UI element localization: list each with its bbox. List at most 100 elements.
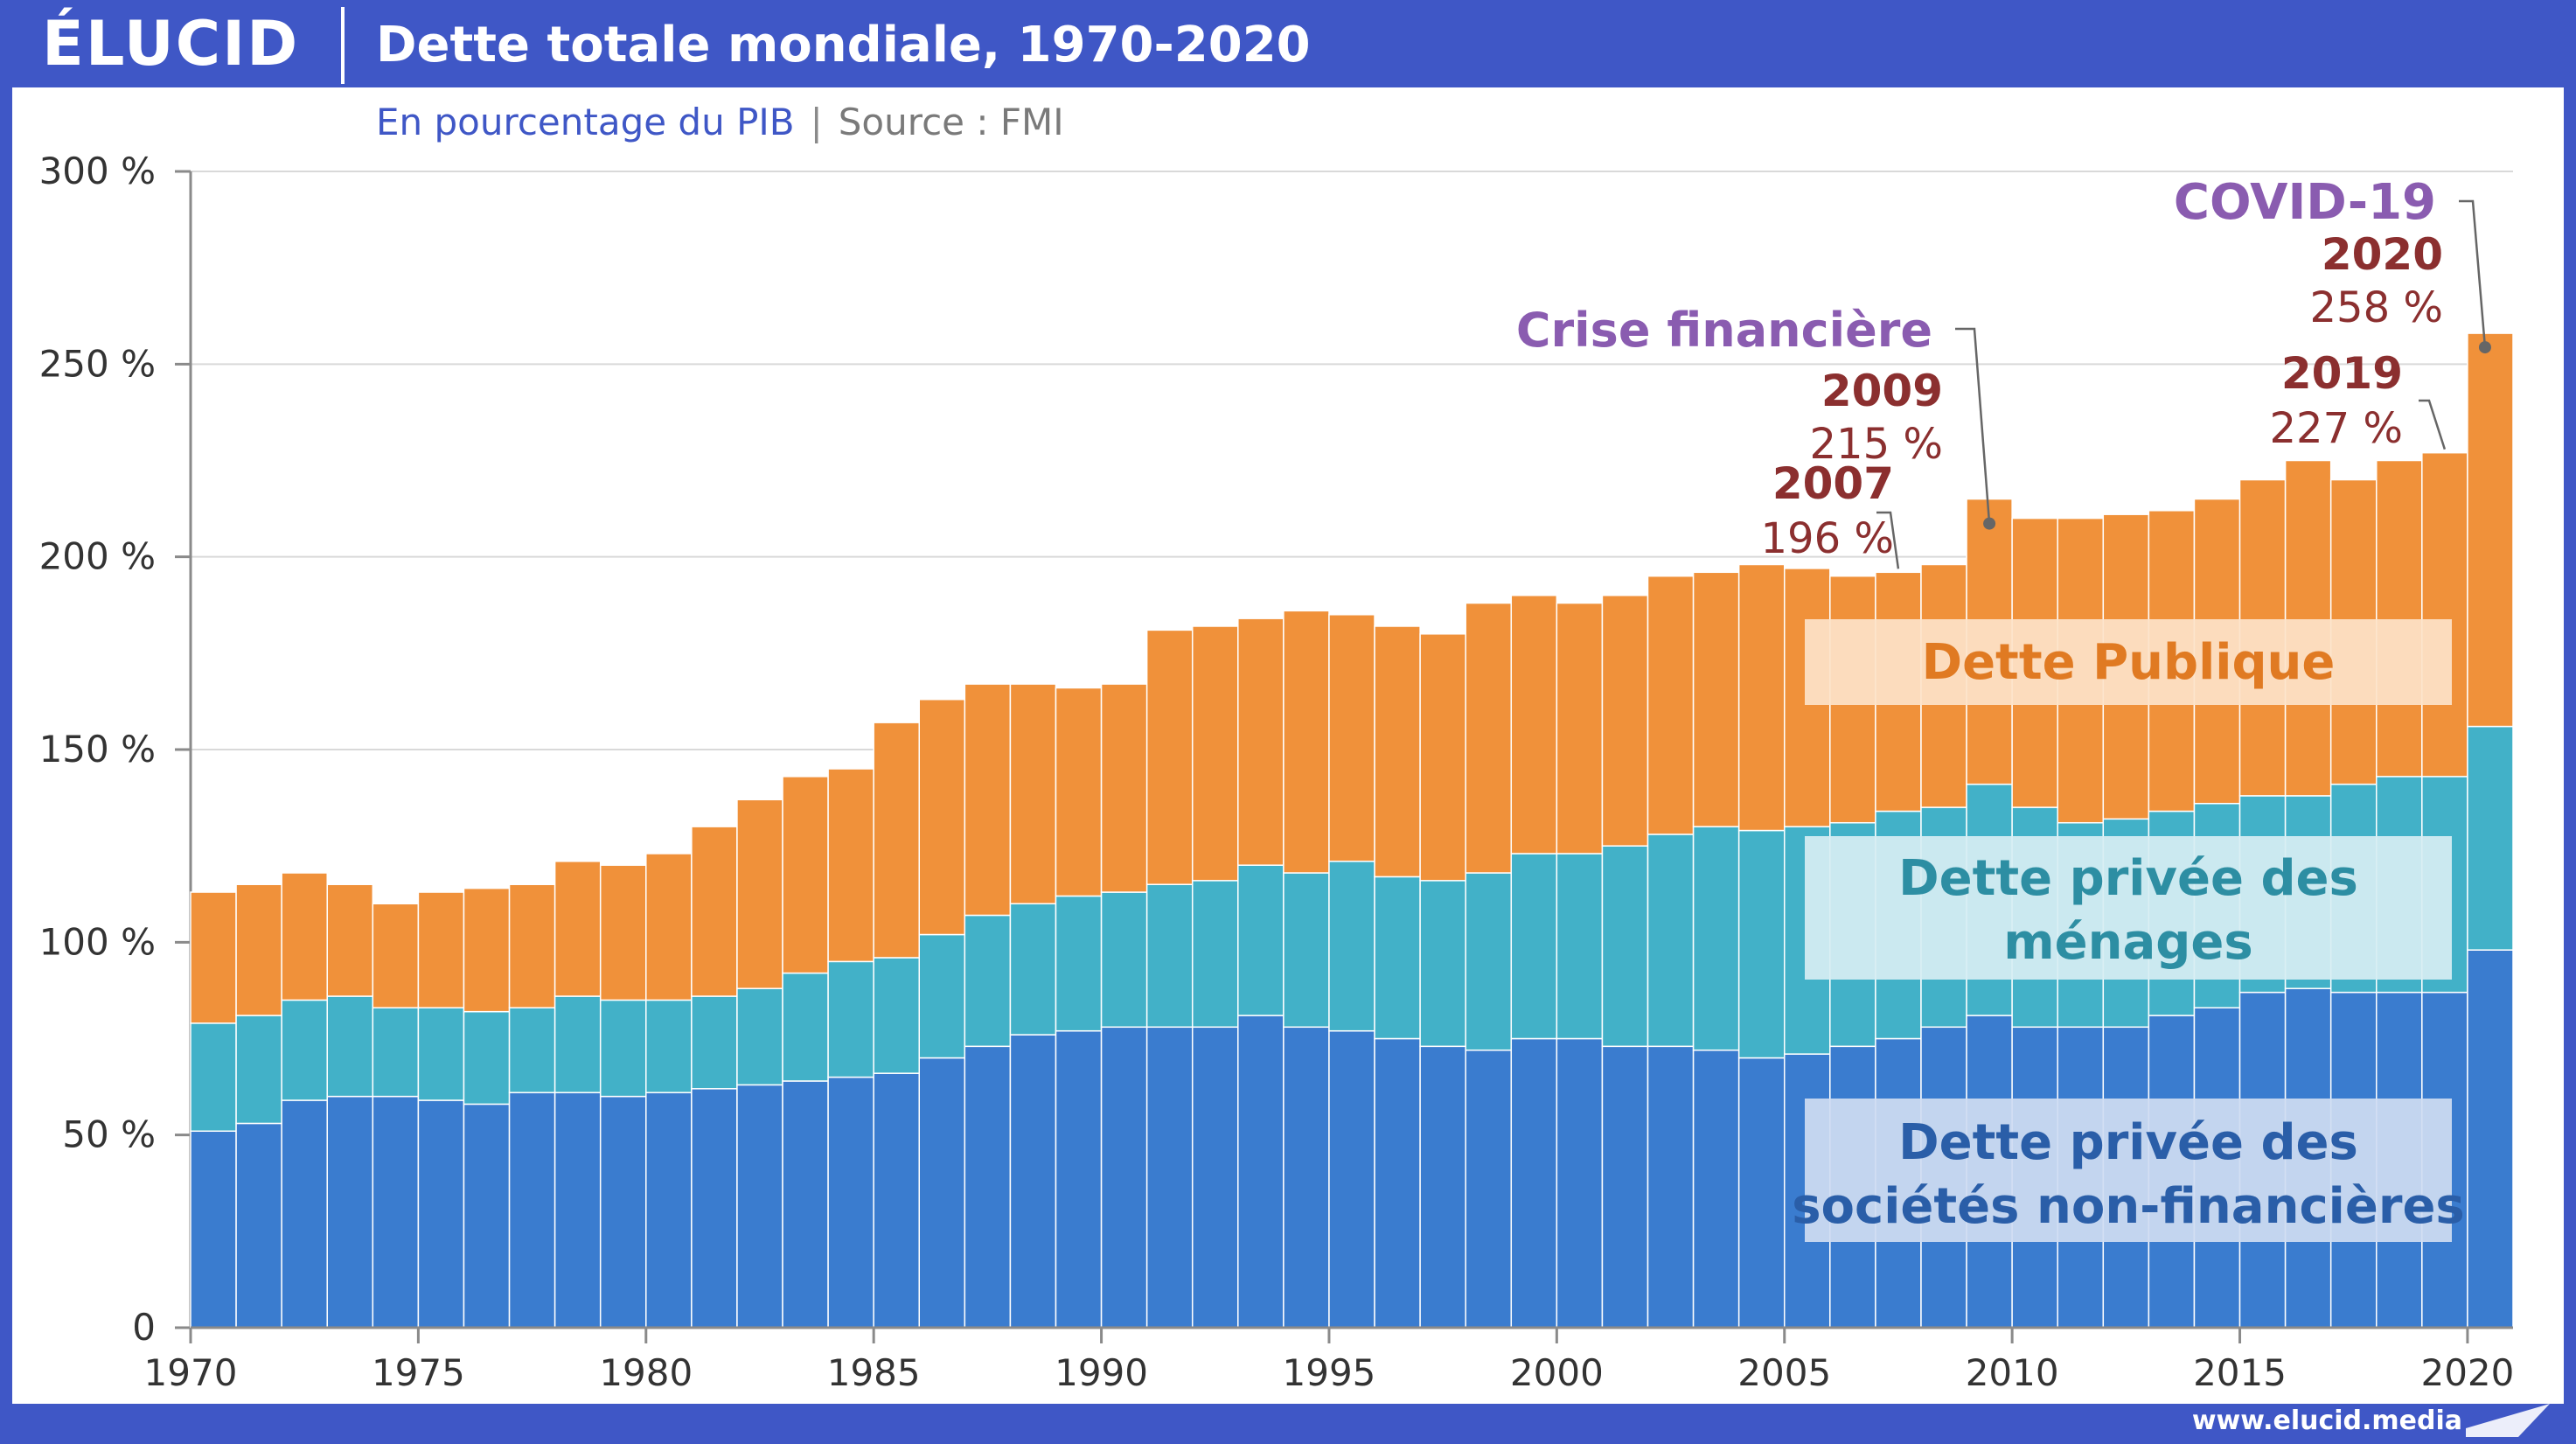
- legend-box-households: [1805, 836, 2452, 980]
- bar-corporate: [2467, 949, 2514, 1329]
- x-tick-label: 1970: [144, 1351, 238, 1394]
- bar-public: [1237, 617, 1285, 866]
- bar-public: [553, 861, 602, 997]
- chart-source: Source : FMI: [838, 101, 1064, 143]
- logo: ÉLUCID: [42, 8, 300, 80]
- legend-label-corporate: sociétés non-financières: [1792, 1178, 2465, 1235]
- bar-households: [782, 972, 829, 1082]
- annotation-year-2020: 2020: [2322, 229, 2443, 280]
- bar-corporate: [1100, 1026, 1148, 1329]
- bar-public: [281, 872, 328, 1001]
- subtitle-separator: |: [810, 101, 823, 143]
- bar-households: [1510, 853, 1558, 1040]
- bar-public: [190, 891, 237, 1024]
- footer-url: www.elucid.media: [2191, 1406, 2462, 1436]
- legend-label-public: Dette Publique: [1922, 634, 2336, 691]
- bar-households: [1465, 872, 1513, 1051]
- bar-corporate: [736, 1084, 783, 1329]
- bar-corporate: [1419, 1045, 1466, 1329]
- bar-households: [645, 999, 693, 1093]
- bar-corporate: [1510, 1037, 1558, 1329]
- bar-public: [964, 683, 1012, 917]
- x-tick-label: 2000: [1510, 1351, 1604, 1394]
- bar-public: [736, 799, 783, 989]
- bar-public: [1465, 602, 1513, 874]
- bar-corporate: [1055, 1029, 1103, 1329]
- bar-households: [1191, 880, 1239, 1029]
- annotation-value-2007: 196 %: [1761, 514, 1894, 563]
- x-tick-label: 1995: [1283, 1351, 1376, 1394]
- bar-corporate: [599, 1095, 647, 1329]
- bar-public: [645, 853, 693, 1001]
- bar-households: [553, 995, 602, 1093]
- x-axis: 1970 1975 1980 1985 1990 1995 2000 2005 2010 2015…: [144, 1326, 2514, 1394]
- legend-box-corporate: [1805, 1099, 2452, 1242]
- elucid-mark-icon: [2466, 1404, 2550, 1437]
- bar-corporate: [1237, 1015, 1285, 1329]
- annotation-leader-covid: [2459, 199, 2487, 348]
- annotation-leader-crise: [1955, 327, 1991, 524]
- bar-public: [463, 887, 511, 1013]
- bar-households: [599, 999, 647, 1098]
- bar-public: [691, 826, 738, 997]
- bar-public: [508, 883, 556, 1008]
- y-axis: 0 50 % 100 % 150 % 200 % 250 % 300 %: [39, 150, 192, 1349]
- chart-subtitle: En pourcentage du PIB: [376, 101, 795, 143]
- bar-public: [1419, 633, 1466, 882]
- bars: [190, 332, 2514, 1329]
- annotation-event-crise: Crise financière: [1516, 303, 1932, 358]
- bar-public: [873, 722, 921, 959]
- bar-public: [827, 768, 874, 963]
- legend-label-corporate: Dette privée des: [1898, 1114, 2358, 1171]
- header: ÉLUCID Dette totale mondiale, 1970-2020: [0, 0, 2576, 87]
- x-tick-label: 2005: [1737, 1351, 1831, 1394]
- bar-households: [508, 1007, 556, 1093]
- bar-households: [235, 1015, 282, 1125]
- annotation-leader-2019: [2419, 399, 2447, 450]
- bar-households: [1009, 903, 1057, 1036]
- bar-households: [1647, 834, 1695, 1048]
- bar-corporate: [1556, 1037, 1604, 1329]
- bar-public: [2376, 459, 2423, 778]
- bar-households: [873, 957, 921, 1074]
- bar-corporate: [463, 1103, 511, 1329]
- y-tick-label: 200 %: [39, 535, 156, 578]
- legend: Dette Publique Dette privée des ménages Det…: [1792, 619, 2465, 1242]
- bar-corporate: [417, 1099, 465, 1329]
- bar-households: [1556, 853, 1604, 1040]
- y-tick-label: 150 %: [39, 728, 156, 771]
- bar-corporate: [827, 1076, 874, 1329]
- annotation-value-2020: 258 %: [2310, 283, 2443, 332]
- legend-label-households: ménages: [2003, 914, 2252, 971]
- bar-corporate: [1601, 1045, 1649, 1329]
- bar-households: [417, 1007, 465, 1101]
- bar-households: [190, 1022, 237, 1133]
- bar-public: [2421, 451, 2468, 778]
- y-tick-label: 250 %: [39, 342, 156, 385]
- annotation-dot-covid: [2478, 341, 2491, 354]
- bar-corporate: [1009, 1034, 1057, 1329]
- bar-corporate: [281, 1099, 328, 1329]
- annotation-value-2019: 227 %: [2270, 404, 2403, 453]
- bar-corporate: [1692, 1049, 1740, 1329]
- bar-public: [1601, 594, 1649, 847]
- bar-corporate: [691, 1088, 738, 1329]
- bar-public: [1328, 614, 1375, 862]
- bar-public: [326, 883, 374, 997]
- bar-public: [1510, 594, 1558, 855]
- bar-households: [1237, 864, 1285, 1016]
- bar-corporate: [1647, 1045, 1695, 1329]
- bar-households: [1737, 829, 1786, 1059]
- bar-corporate: [190, 1130, 237, 1329]
- bar-households: [1145, 883, 1194, 1029]
- bar-corporate: [235, 1122, 282, 1329]
- bar-households: [918, 933, 966, 1059]
- bar-public: [235, 883, 282, 1016]
- bar-households: [1055, 895, 1103, 1032]
- legend-label-households: Dette privée des: [1898, 850, 2358, 907]
- bar-public: [2467, 332, 2514, 728]
- bar-corporate: [645, 1092, 693, 1329]
- x-tick-label: 2015: [2193, 1351, 2287, 1394]
- bar-corporate: [1145, 1026, 1194, 1329]
